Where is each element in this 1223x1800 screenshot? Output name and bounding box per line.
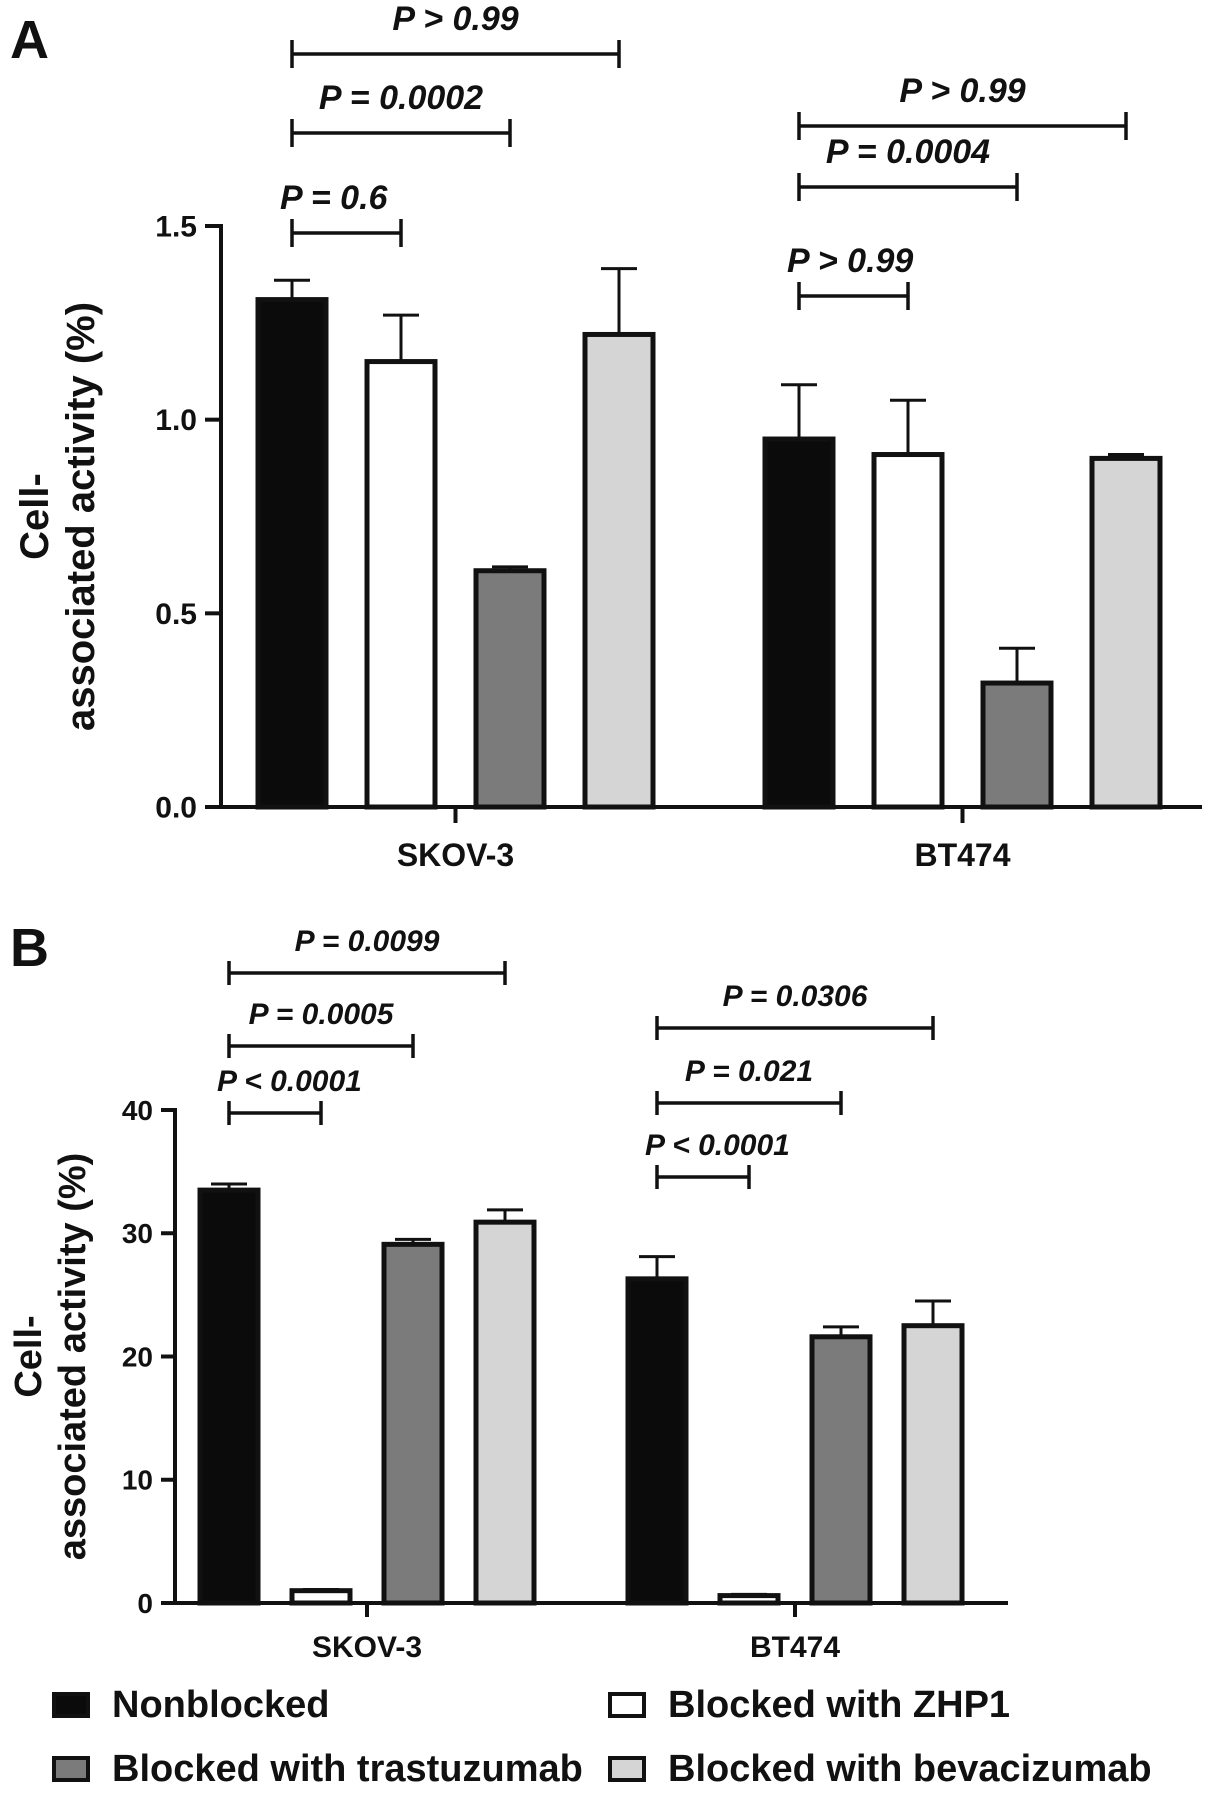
legend-item-zhp1: Blocked with ZHP1: [608, 1680, 1010, 1730]
panel-a-letter: A: [10, 10, 49, 70]
panel-a-bar-zhp1: [871, 452, 945, 810]
panel-a-y-tick-label: 1.5: [155, 211, 197, 244]
panel-b-bar-bevacizumab: [473, 1219, 537, 1606]
panel-a-p-value-label: P > 0.99: [787, 242, 913, 280]
legend-label-trastuzumab: Blocked with trastuzumab: [112, 1747, 583, 1790]
legend-swatch-trastuzumab: [52, 1756, 90, 1782]
panel-a-bar-trastuzumab: [473, 568, 547, 810]
panel-b-y-tick-label: 30: [122, 1218, 153, 1249]
panel-b-bar-nonblocked: [625, 1276, 689, 1606]
panel-b-bar-trastuzumab: [809, 1334, 873, 1606]
panel-b-bar-zhp1: [717, 1593, 781, 1606]
panel-a-category-label: SKOV-3: [397, 837, 514, 873]
panel-a-p-value-label: P = 0.6: [280, 179, 389, 217]
legend-item-bevacizumab: Blocked with bevacizumab: [608, 1744, 1152, 1794]
legend-item-trastuzumab: Blocked with trastuzumab: [52, 1744, 583, 1794]
legend-label-nonblocked: Nonblocked: [112, 1683, 330, 1726]
panel-b-p-value-label: P = 0.021: [685, 1055, 813, 1088]
panel-b-p-value-label: P = 0.0099: [295, 925, 440, 958]
legend-swatch-zhp1: [608, 1692, 646, 1718]
panel-b-letter: B: [10, 918, 49, 978]
panel-b-y-tick-label: 20: [122, 1341, 153, 1372]
panel-a-p-value-label: P > 0.99: [899, 72, 1025, 110]
panel-b-y-tick-label: 40: [122, 1095, 153, 1126]
panel-a-p-value-label: P > 0.99: [392, 0, 518, 38]
panel-b-p-value-label: P < 0.0001: [645, 1129, 790, 1162]
legend-label-zhp1: Blocked with ZHP1: [668, 1683, 1011, 1726]
legend-swatch-bevacizumab: [608, 1756, 646, 1782]
panel-a-y-tick-label: 0.5: [155, 598, 197, 631]
panel-b-category-label: BT474: [750, 1631, 840, 1664]
panel-a-p-value-label: P = 0.0004: [826, 133, 990, 171]
legend-item-nonblocked: Nonblocked: [52, 1680, 329, 1730]
panel-b-p-value-label: P = 0.0306: [723, 980, 868, 1013]
panel-b-bar-zhp1: [289, 1588, 353, 1606]
panel-a-bar-trastuzumab: [980, 680, 1054, 810]
panel-a-bar-nonblocked: [255, 297, 329, 810]
panel-b-y-axis-label: Cell-associated activity (%): [8, 1153, 94, 1561]
panel-b-category-label: SKOV-3: [312, 1631, 422, 1664]
panel-a-bar-bevacizumab: [1089, 455, 1163, 810]
panel-b-bar-bevacizumab: [901, 1323, 965, 1606]
panel-b-p-value-label: P = 0.0005: [249, 998, 395, 1031]
panel-a-y-axis-label: Cell-associated activity (%): [13, 302, 103, 731]
panel-a-category-label: BT474: [914, 837, 1010, 873]
panel-a-y-tick-label: 0.0: [155, 792, 197, 825]
legend-label-bevacizumab: Blocked with bevacizumab: [668, 1747, 1152, 1790]
panel-b-y-tick-label: 0: [137, 1588, 153, 1619]
legend: Nonblocked Blocked with ZHP1 Blocked wit…: [0, 1680, 1223, 1800]
panel-a-bar-bevacizumab: [582, 331, 656, 810]
panel-b-bar-trastuzumab: [381, 1241, 445, 1606]
legend-swatch-nonblocked: [52, 1692, 90, 1718]
panel-a-bar-zhp1: [364, 359, 438, 810]
panel-b-y-tick-label: 10: [122, 1465, 153, 1496]
panel-b-p-value-label: P < 0.0001: [217, 1065, 362, 1098]
panel-a-bar-nonblocked: [762, 436, 836, 810]
panel-a-y-tick-label: 1.0: [155, 404, 197, 437]
panel-b-bar-nonblocked: [197, 1187, 261, 1606]
panel-a-p-value-label: P = 0.0002: [319, 79, 483, 117]
